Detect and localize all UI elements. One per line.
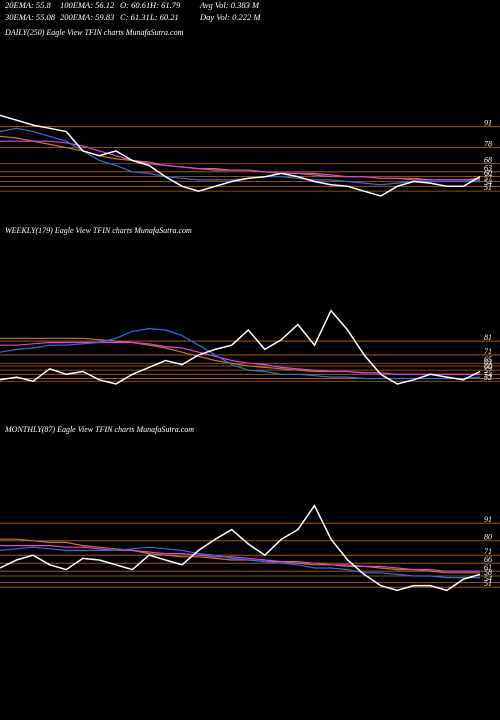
price-line	[0, 545, 480, 572]
header-stat: 200EMA: 59.83	[60, 12, 114, 22]
level-label: 51	[484, 579, 492, 588]
level-label: 80	[484, 533, 492, 542]
level-label: 54	[484, 574, 492, 583]
level-label: 60	[484, 168, 492, 177]
price-line	[0, 309, 481, 385]
header-stat: H: 61.79	[149, 0, 181, 10]
level-label: 81	[484, 333, 492, 342]
level-label: 52	[484, 373, 492, 382]
level-label: 63	[484, 164, 492, 173]
level-label: 71	[484, 347, 492, 356]
price-line	[0, 127, 480, 186]
header-stat: Day Vol: 0.222 M	[199, 12, 261, 22]
level-label: 61	[484, 563, 492, 572]
level-label: 60	[484, 362, 492, 371]
header-stat: 20EMA: 55.8	[5, 0, 52, 10]
panel-title: DAILY(250) Eagle View TFIN charts Munafa…	[4, 28, 184, 37]
header-stat: O: 60.61	[120, 0, 150, 10]
price-line	[0, 341, 480, 375]
header-stat: L: 60.21	[149, 12, 179, 22]
level-label: 57	[484, 173, 493, 182]
level-label: 91	[484, 515, 492, 524]
header-stat: Avg Vol: 0.383 M	[199, 0, 260, 10]
level-label: 51	[484, 183, 492, 192]
header-stat: 100EMA: 56.12	[60, 0, 115, 10]
panel-title: WEEKLY(179) Eagle View TFIN charts Munaf…	[5, 226, 192, 235]
header-stat: 30EMA: 55.08	[4, 12, 56, 22]
level-label: 91	[484, 119, 492, 128]
level-label: 63	[484, 358, 492, 367]
price-line	[0, 538, 480, 574]
header-stat: C: 61.31	[120, 12, 150, 22]
level-label: 78	[484, 139, 492, 148]
level-label: 68	[484, 156, 492, 165]
level-label: 58	[484, 568, 492, 577]
price-line	[0, 114, 481, 197]
level-label: 66	[484, 555, 492, 564]
level-label: 71	[484, 547, 492, 556]
level-label: 54	[484, 370, 492, 379]
price-line	[0, 327, 481, 380]
level-label: 65	[484, 355, 492, 364]
price-line	[0, 504, 481, 592]
price-line	[0, 546, 480, 579]
panel-title: MONTHLY(87) Eagle View TFIN charts Munaf…	[4, 425, 194, 434]
price-line	[0, 140, 481, 181]
level-label: 57	[484, 366, 493, 375]
level-label: 54	[484, 178, 492, 187]
